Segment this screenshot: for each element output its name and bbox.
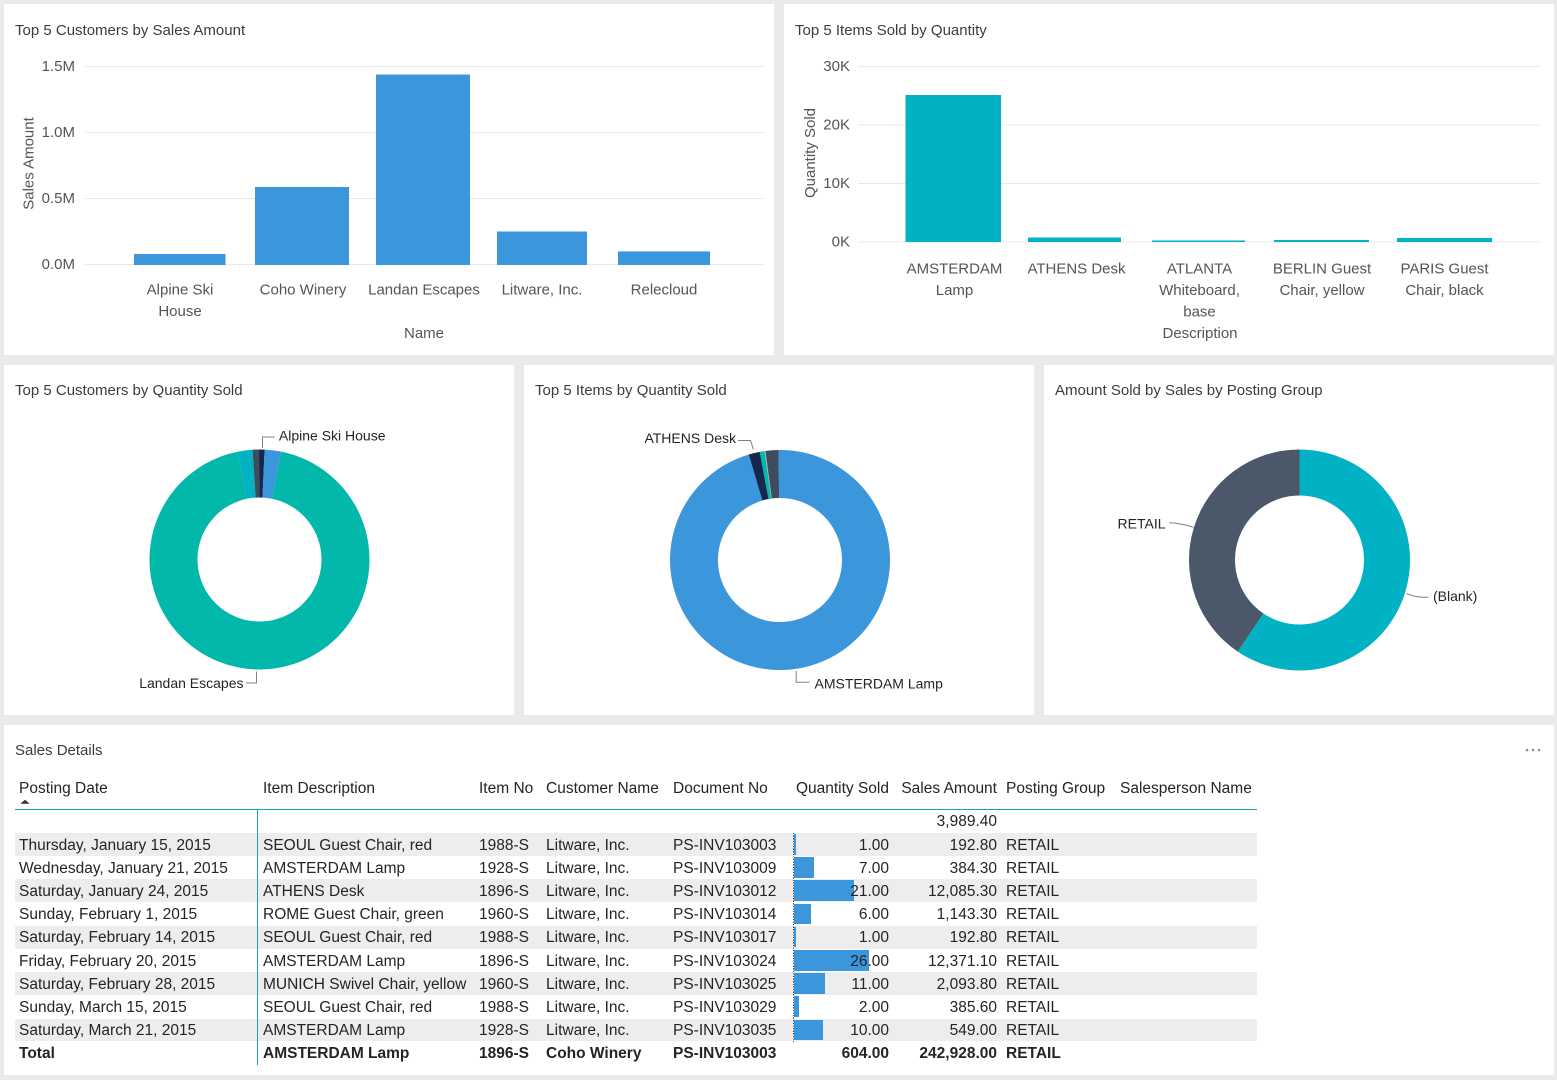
svg-text:Landan Escapes: Landan Escapes (368, 281, 480, 298)
svg-text:BERLIN Guest: BERLIN Guest (1273, 260, 1372, 277)
svg-text:AMSTERDAM Lamp: AMSTERDAM Lamp (815, 676, 944, 692)
svg-text:AMSTERDAM: AMSTERDAM (907, 260, 1003, 277)
svg-text:Landan Escapes: Landan Escapes (139, 675, 243, 691)
svg-text:0K: 0K (832, 234, 850, 251)
svg-text:0.5M: 0.5M (42, 190, 75, 207)
svg-text:ATHENS Desk: ATHENS Desk (644, 430, 737, 446)
svg-text:Description: Description (1162, 325, 1237, 342)
svg-text:Top 5 Customers by Quantity So: Top 5 Customers by Quantity Sold (15, 382, 243, 399)
svg-text:(Blank): (Blank) (1433, 588, 1477, 604)
svg-text:20K: 20K (823, 117, 850, 134)
svg-text:10K: 10K (823, 175, 850, 192)
svg-text:Amount Sold by Sales by Postin: Amount Sold by Sales by Posting Group (1055, 382, 1323, 399)
svg-text:Sales Details: Sales Details (15, 742, 103, 759)
svg-text:Name: Name (404, 325, 444, 342)
svg-text:1.5M: 1.5M (42, 58, 75, 75)
svg-text:base: base (1183, 304, 1216, 321)
svg-text:Quantity Sold: Quantity Sold (802, 108, 819, 198)
svg-text:0.0M: 0.0M (42, 256, 75, 273)
svg-text:RETAIL: RETAIL (1118, 516, 1166, 532)
svg-text:PARIS Guest: PARIS Guest (1400, 260, 1489, 277)
svg-text:Top 5 Customers by Sales Amoun: Top 5 Customers by Sales Amount (15, 22, 246, 39)
svg-text:Lamp: Lamp (936, 282, 974, 299)
svg-text:ATLANTA: ATLANTA (1167, 260, 1232, 277)
svg-text:Sales Amount: Sales Amount (21, 116, 38, 209)
svg-text:Chair, yellow: Chair, yellow (1279, 282, 1364, 299)
svg-text:Alpine Ski: Alpine Ski (147, 281, 214, 298)
svg-text:Chair, black: Chair, black (1405, 282, 1484, 299)
svg-text:Litware, Inc.: Litware, Inc. (502, 281, 583, 298)
svg-text:Top 5 Items by Quantity Sold: Top 5 Items by Quantity Sold (535, 382, 727, 399)
svg-text:1.0M: 1.0M (42, 124, 75, 141)
svg-text:Whiteboard,: Whiteboard, (1159, 282, 1240, 299)
svg-text:Coho Winery: Coho Winery (260, 281, 347, 298)
svg-text:30K: 30K (823, 58, 850, 75)
svg-text:Alpine Ski House: Alpine Ski House (279, 427, 386, 443)
svg-text:House: House (158, 303, 201, 320)
svg-text:Relecloud: Relecloud (631, 281, 698, 298)
svg-text:ATHENS Desk: ATHENS Desk (1027, 260, 1126, 277)
svg-text:Top 5 Items Sold by Quantity: Top 5 Items Sold by Quantity (795, 22, 987, 39)
